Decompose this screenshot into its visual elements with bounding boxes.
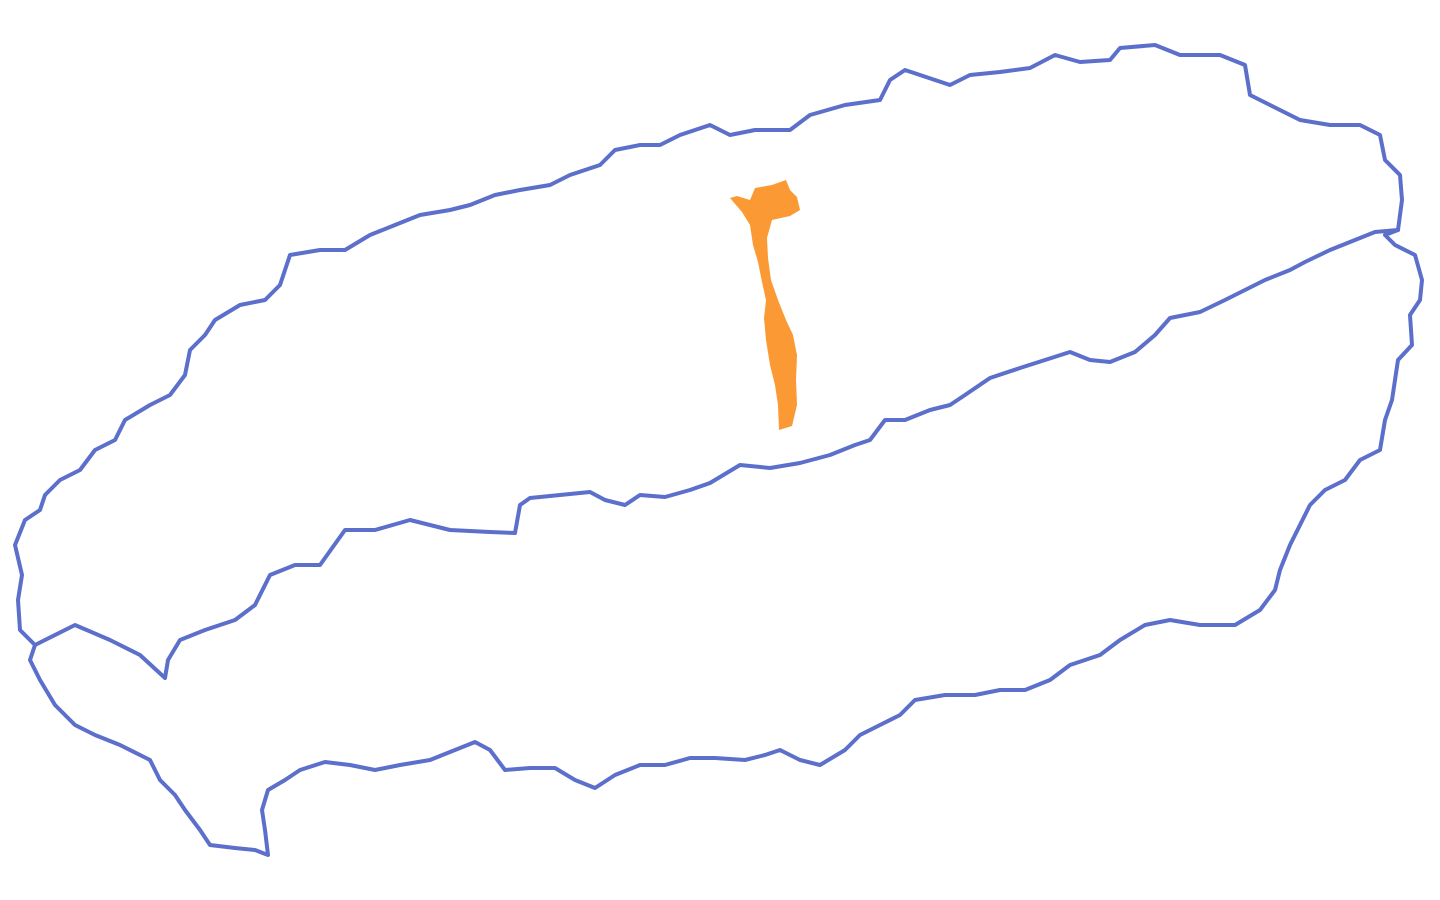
highlighted-district[interactable]	[730, 180, 800, 430]
region-divider	[33, 228, 1400, 680]
island-outline[interactable]	[13, 43, 1424, 857]
